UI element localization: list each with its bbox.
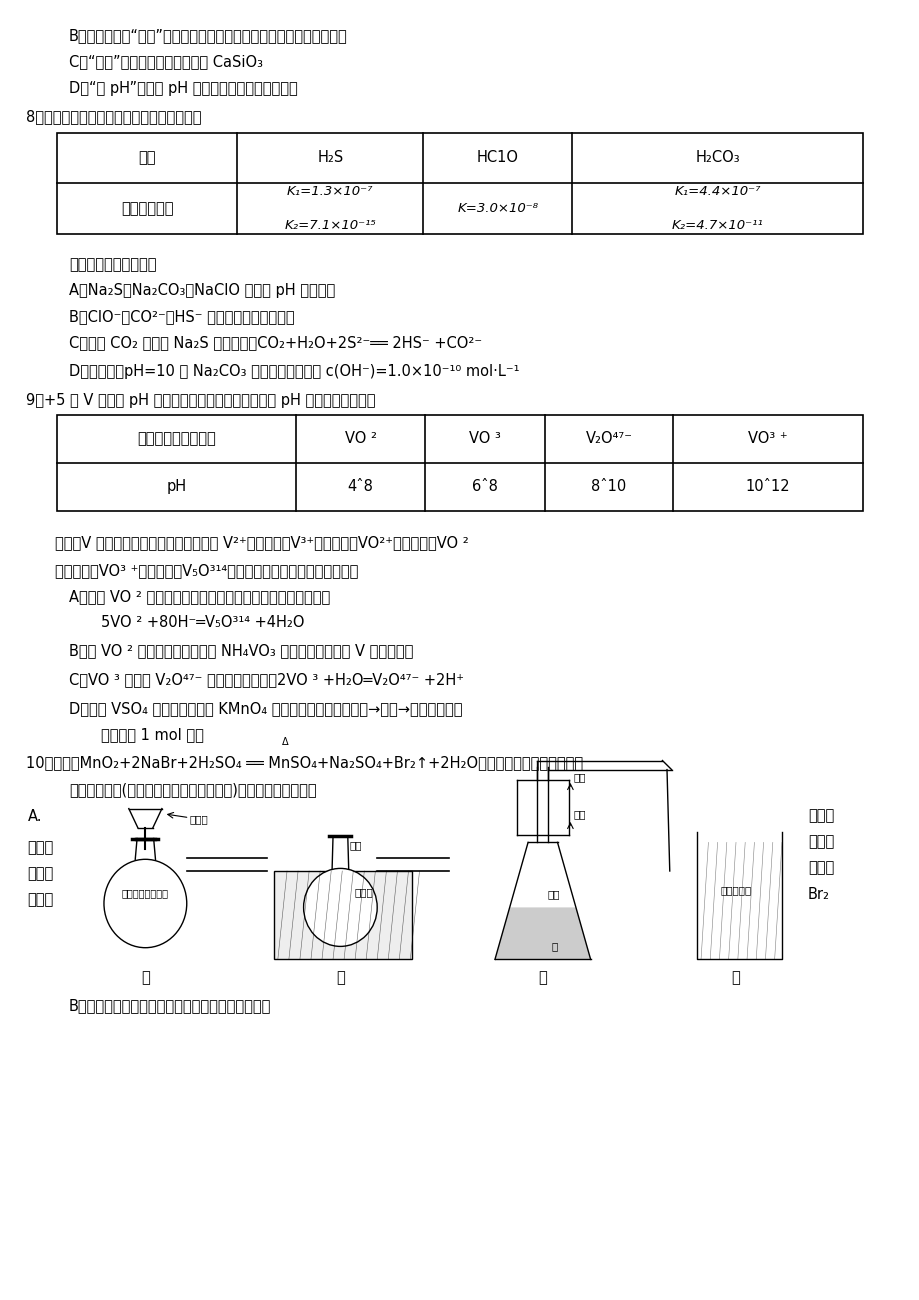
Text: Δ: Δ [281,737,289,746]
Text: D．“调 pH”时，若 pH 过大则冰晶石的产率会降低: D．“调 pH”时，若 pH 过大则冰晶石的产率会降低 [69,81,298,96]
Text: Br₂: Br₂ [807,887,829,902]
Text: A.: A. [28,809,42,824]
Text: 装置制备渴苯(部分夹持及加热装置已略去)。下列说法正确的是: 装置制备渴苯(部分夹持及加热装置已略去)。下列说法正确的是 [69,783,316,798]
Text: 丙: 丙 [538,970,547,985]
Text: C．少量 CO₂ 气体与 Na₂S 溶液反应：CO₂+H₂O+2S²⁻══ 2HS⁻ +CO²⁻: C．少量 CO₂ 气体与 Na₂S 溶液反应：CO₂+H₂O+2S²⁻══ 2H… [69,335,482,351]
Text: VO ³: VO ³ [469,432,500,446]
Text: 6ˆ8: 6ˆ8 [471,480,497,494]
Text: 下列说法一定正确的是: 下列说法一定正确的是 [69,257,156,273]
Text: 10ˆ12: 10ˆ12 [745,480,789,494]
Bar [274,871,412,959]
Text: B．实验室模拟“锻烧”时需要的实验件器有酒精喷灯、蝎发皿、玻璃棒: B．实验室模拟“锻烧”时需要的实验件器有酒精喷灯、蝎发皿、玻璃棒 [69,29,347,44]
Text: 8．室温下，几种酸的电离常数如下表所示：: 8．室温下，几种酸的电离常数如下表所示： [26,109,201,125]
Text: 10．已知：MnO₂+2NaBr+2H₂SO₄ ══ MnSO₄+Na₂SO₄+Br₂↑+2H₂O，实验室利用如下图所示的: 10．已知：MnO₂+2NaBr+2H₂SO₄ ══ MnSO₄+Na₂SO₄+… [26,755,583,771]
Text: 中溶解: 中溶解 [807,861,834,876]
Text: VO³ ⁺: VO³ ⁺ [747,432,788,446]
Text: 乙: 乙 [335,970,345,985]
Bar [57,415,862,511]
Text: VO ²: VO ² [345,432,376,446]
Text: 浓硫酸: 浓硫酸 [189,814,208,824]
Text: B．装置乙中进行水浴加热的目的是防止溤蒸气冷凝: B．装置乙中进行水浴加热的目的是防止溤蒸气冷凝 [69,998,271,1014]
Polygon shape [494,907,590,959]
Text: 去渴苯: 去渴苯 [28,866,54,881]
Text: 丁: 丁 [731,970,740,985]
Text: 浓硫酸: 浓硫酸 [354,887,372,897]
Text: K₂=7.1×10⁻¹⁵: K₂=7.1×10⁻¹⁵ [284,220,376,233]
Text: pH: pH [166,480,187,494]
Text: 进水: 进水 [573,809,585,819]
Text: 醇作洗: 醇作洗 [28,840,54,855]
Text: 溶剤除: 溶剤除 [807,835,834,850]
Text: 二氧化锤、溨化钓: 二氧化锤、溨化钓 [121,888,169,898]
Text: 苯: 苯 [551,941,558,952]
Text: K=3.0×10⁻⁸: K=3.0×10⁻⁸ [457,203,538,216]
Text: 8ˆ10: 8ˆ10 [591,480,626,494]
Text: （黄色）、VO³ ⁺（无色）、V₅O³¹⁴（红棕色）等。下列说法正确的是: （黄色）、VO³ ⁺（无色）、V₅O³¹⁴（红棕色）等。下列说法正确的是 [55,563,358,578]
Text: V₂O⁴⁷⁻: V₂O⁴⁷⁻ [584,432,632,446]
Text: D．常温下，pH=10 的 Na₂CO₃ 溶液中，水电离的 c(OH⁻)=1.0×10⁻¹⁰ mol·L⁻¹: D．常温下，pH=10 的 Na₂CO₃ 溶液中，水电离的 c(OH⁻)=1.0… [69,364,519,380]
Text: K₁=4.4×10⁻⁷: K₁=4.4×10⁻⁷ [674,185,760,198]
Text: C．VO ³ 转化为 V₂O⁴⁷⁻ 的离子方程式为：2VO ³ +H₂O═V₂O⁴⁷⁻ +2H⁺: C．VO ³ 转化为 V₂O⁴⁷⁻ 的离子方程式为：2VO ³ +H₂O═V₂O… [69,672,463,688]
Text: K₁=1.3×10⁻⁷: K₁=1.3×10⁻⁷ [287,185,373,198]
Text: 可用乙: 可用乙 [807,809,834,824]
Text: 的少量: 的少量 [28,892,54,907]
Text: K₂=4.7×10⁻¹¹: K₂=4.7×10⁻¹¹ [671,220,763,233]
Text: 5VO ² +80H⁻═V₅O³¹⁴ +4H₂O: 5VO ² +80H⁻═V₅O³¹⁴ +4H₂O [101,615,304,630]
Ellipse shape [303,868,377,946]
Text: 甲: 甲 [141,970,150,985]
Text: 电离平衡常数: 电离平衡常数 [120,202,174,216]
Text: 含钒元素的不同微粒: 含钒元素的不同微粒 [137,432,216,446]
Text: 确酸銀溶液: 确酸銀溶液 [720,885,751,896]
Text: C．“水浸”时所得残渣主要成分有 CaSiO₃: C．“水浸”时所得残渣主要成分有 CaSiO₃ [69,55,263,70]
Text: HC1O: HC1O [476,151,518,165]
Text: A．Na₂S、Na₂CO₃、NaClO 溶液的 pH 逐渐减小: A．Na₂S、Na₂CO₃、NaClO 溶液的 pH 逐渐减小 [69,283,335,299]
Text: 另外，V 价态不同在溶液中颜色不同，如 V²⁺（紫色）、V³⁺（绿色）、VO²⁺（蓝色）、VO ²: 另外，V 价态不同在溶液中颜色不同，如 V²⁺（紫色）、V³⁺（绿色）、VO²⁺… [55,536,469,551]
Text: 9．+5 价 V 在不同 pH 下微粒的化学式不同，其微粒与 pH 关系如下表所示：: 9．+5 价 V 在不同 pH 下微粒的化学式不同，其微粒与 pH 关系如下表所… [26,393,375,408]
Text: A．酸性 VO ² 滴加烧碱溶液，溶液显红棕色时离子方程式为：: A．酸性 VO ² 滴加烧碱溶液，溶液显红棕色时离子方程式为： [69,589,330,604]
Text: 弱酸: 弱酸 [138,151,156,165]
Bar [57,133,862,234]
Text: H₂S: H₂S [317,151,343,165]
Text: D．紫色 VSO₄ 溶液中滴加酸性 KMnO₄ 溶液，溶液颜色出现绿色→蓝色→黄色，两个过: D．紫色 VSO₄ 溶液中滴加酸性 KMnO₄ 溶液，溶液颜色出现绿色→蓝色→黄… [69,701,462,716]
Text: 鐵丝: 鐵丝 [547,889,560,900]
Text: 出水: 出水 [573,772,585,783]
Text: B．ClO⁻、CO²⁻、HS⁻ 在溶液中可以大量共存: B．ClO⁻、CO²⁻、HS⁻ 在溶液中可以大量共存 [69,309,294,325]
Text: 4ˆ8: 4ˆ8 [347,480,373,494]
Text: 程均失去 1 mol 电子: 程均失去 1 mol 电子 [101,727,204,742]
Text: H₂CO₃: H₂CO₃ [695,151,739,165]
Text: B．含 VO ² 的溶液中滴加氨水有 NH₄VO₃ 沉淠产生，该过程 V 元素被还原: B．含 VO ² 的溶液中滴加氨水有 NH₄VO₃ 沉淠产生，该过程 V 元素被… [69,644,413,659]
Text: 热水: 热水 [349,840,362,850]
